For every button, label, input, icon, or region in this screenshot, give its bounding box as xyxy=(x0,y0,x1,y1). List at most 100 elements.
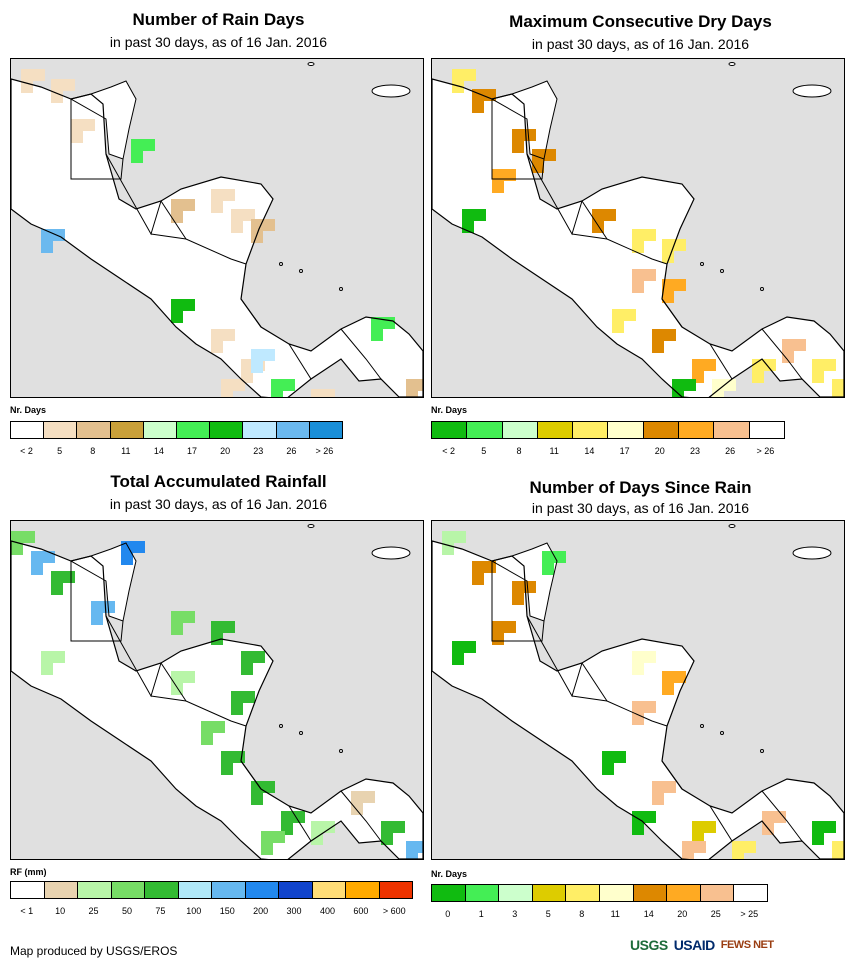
grid-cell xyxy=(492,169,504,181)
legend-label: 11 xyxy=(610,909,620,919)
country-border xyxy=(571,233,668,265)
grid-cell xyxy=(311,389,323,397)
grid-cell xyxy=(632,281,644,293)
rain-days-map-canvas xyxy=(11,62,423,397)
land-mass xyxy=(432,541,844,859)
map-credit: Map produced by USGS/EROS xyxy=(10,944,178,958)
grid-cell xyxy=(602,763,614,775)
legend-swatch xyxy=(44,422,78,438)
grid-cell xyxy=(632,663,644,675)
grid-cell xyxy=(223,329,235,341)
grid-cell xyxy=(241,651,253,663)
grid-cell xyxy=(452,653,464,665)
grid-cell xyxy=(261,831,273,843)
island xyxy=(339,287,343,291)
legend-swatch xyxy=(178,882,212,898)
country-border xyxy=(70,561,124,642)
dry-days-map-canvas xyxy=(432,62,844,397)
usaid-logo: USAID xyxy=(673,937,716,953)
island xyxy=(371,546,411,560)
grid-cell xyxy=(682,853,694,859)
legend-swatch xyxy=(312,882,346,898)
grid-cell xyxy=(251,781,263,793)
grid-cell xyxy=(664,329,676,341)
grid-cell xyxy=(273,831,285,843)
country-border xyxy=(150,233,247,265)
legend-label: 11 xyxy=(121,446,131,456)
grid-cell xyxy=(223,621,235,633)
grid-cell xyxy=(171,623,183,635)
grid-cell xyxy=(251,361,263,373)
grid-cell xyxy=(764,359,776,371)
legend-swatch xyxy=(110,422,144,438)
legend-swatch xyxy=(11,882,45,898)
legend-swatch xyxy=(177,422,211,438)
grid-cell xyxy=(812,371,824,383)
legend-label: < 2 xyxy=(442,446,455,456)
panel-title: Total Accumulated Rainfall xyxy=(110,472,327,491)
grid-cell xyxy=(221,763,233,775)
island xyxy=(792,84,832,98)
legend-swatch xyxy=(749,422,784,438)
island xyxy=(728,524,736,528)
legend-swatch xyxy=(667,885,701,901)
grid-cell xyxy=(684,379,696,391)
grid-cell xyxy=(121,541,133,553)
legend-label: 150 xyxy=(219,906,235,916)
legend-label: 0 xyxy=(445,909,451,919)
grid-cell xyxy=(183,199,195,211)
legend-label: 23 xyxy=(689,446,701,456)
grid-cell xyxy=(23,531,35,543)
legend-label: 300 xyxy=(286,906,302,916)
grid-cell xyxy=(381,821,393,833)
grid-cell xyxy=(732,853,744,859)
grid-cell xyxy=(644,651,656,663)
grid-cell xyxy=(632,241,644,253)
grid-cell xyxy=(63,79,75,91)
grid-cell xyxy=(484,89,496,101)
grid-cell xyxy=(664,781,676,793)
grid-cell xyxy=(183,671,195,683)
legend-label: 1 xyxy=(478,909,484,919)
legend-bar xyxy=(431,421,785,439)
coastline xyxy=(11,540,423,859)
grid-cell xyxy=(542,563,554,575)
grid-cell xyxy=(406,391,418,397)
island xyxy=(720,269,724,273)
legend-label: 200 xyxy=(253,906,269,916)
island xyxy=(700,262,704,266)
grid-cell xyxy=(251,793,263,805)
grid-cell xyxy=(393,821,405,833)
legend-swatch xyxy=(212,882,246,898)
grid-cell xyxy=(602,751,614,763)
grid-cell xyxy=(472,561,484,573)
grid-cell xyxy=(406,841,418,853)
dry-days-map xyxy=(431,58,845,398)
grid-cell xyxy=(692,359,704,371)
panel-subtitle: in past 30 days, as of 16 Jan. 2016 xyxy=(531,500,750,516)
grid-cell xyxy=(241,663,253,675)
grid-cell xyxy=(363,791,375,803)
legend-swatch xyxy=(210,422,244,438)
land-mass xyxy=(492,543,557,621)
panel-subtitle: in past 30 days, as of 16 Jan. 2016 xyxy=(109,496,328,512)
grid-cell xyxy=(131,151,143,163)
legend-label: 11 xyxy=(549,446,559,456)
land-mass xyxy=(71,81,136,159)
legend-bar xyxy=(431,884,768,902)
grid-cell xyxy=(223,189,235,201)
rainfall-map-canvas xyxy=(11,524,423,859)
legend-title: RF (mm) xyxy=(10,867,47,877)
grid-cell xyxy=(31,563,43,575)
legend-label: 400 xyxy=(319,906,335,916)
grid-cell xyxy=(492,633,504,645)
legend-labels: < 2 5 8 11 14 17 20 23 26 > 26 xyxy=(10,446,341,458)
legend-label: 50 xyxy=(121,906,132,916)
grid-cell xyxy=(644,229,656,241)
grid-cell xyxy=(674,671,686,683)
grid-cell xyxy=(484,561,496,573)
grid-cell xyxy=(143,139,155,151)
panel-rainfall: Total Accumulated Rainfall in past 30 da… xyxy=(0,470,427,930)
land-mass xyxy=(492,81,557,159)
grid-cell xyxy=(183,299,195,311)
